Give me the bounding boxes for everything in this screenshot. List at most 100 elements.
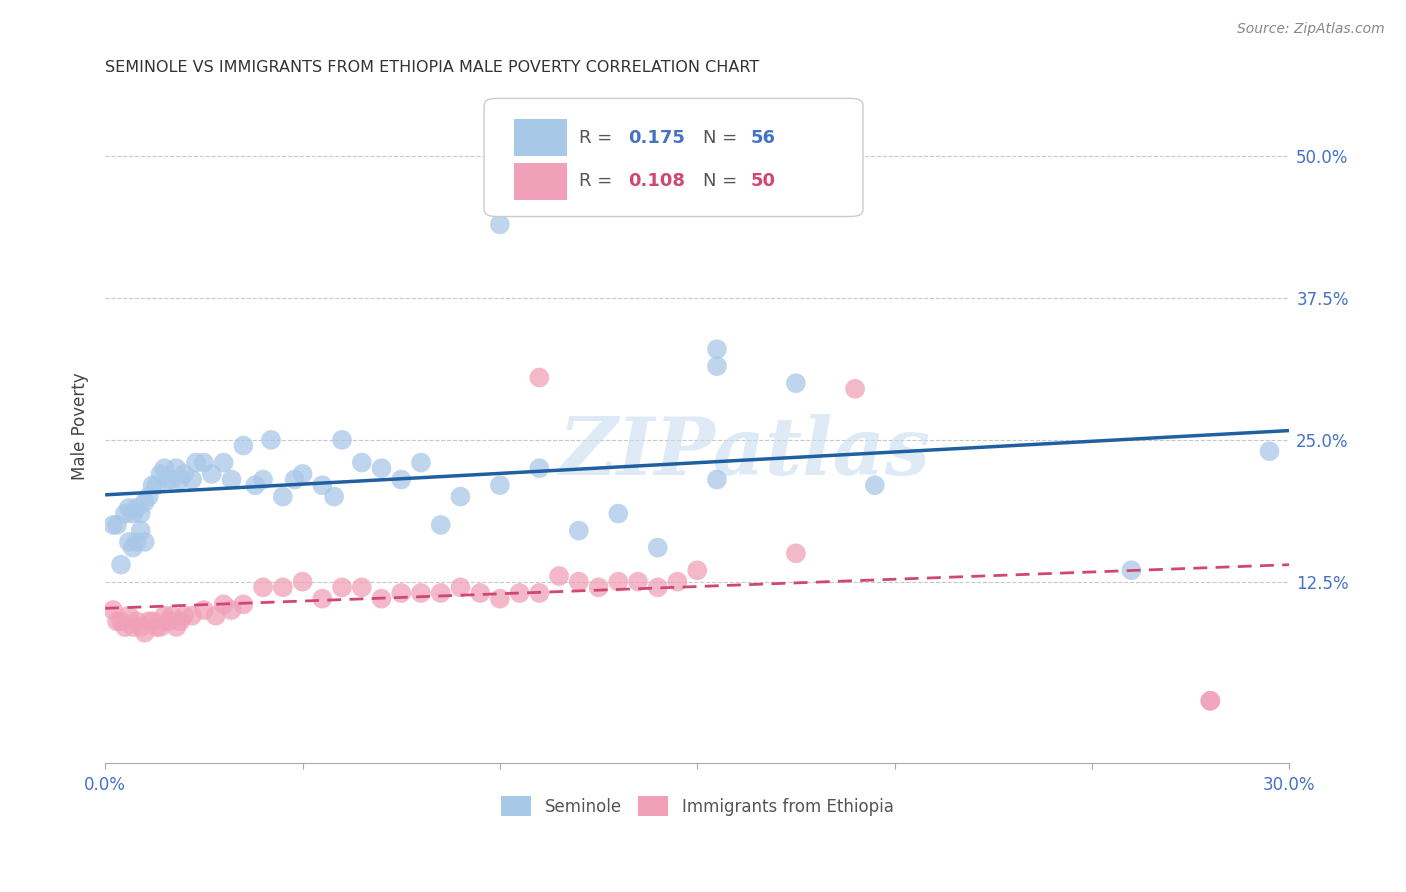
Point: [153, 608, 176, 623]
Text: 50: 50: [751, 172, 776, 190]
Point: [844, 382, 866, 396]
Point: [389, 473, 412, 487]
Point: [647, 580, 669, 594]
Point: [706, 359, 728, 373]
Point: [118, 535, 141, 549]
Point: [330, 433, 353, 447]
Point: [1199, 694, 1222, 708]
Text: R =: R =: [579, 172, 617, 190]
Point: [509, 586, 531, 600]
Point: [232, 598, 254, 612]
Point: [785, 376, 807, 391]
FancyBboxPatch shape: [484, 98, 863, 217]
Point: [121, 620, 143, 634]
Point: [529, 461, 551, 475]
Point: [489, 591, 512, 606]
Point: [173, 608, 195, 623]
Point: [125, 535, 148, 549]
Point: [647, 541, 669, 555]
Point: [181, 608, 204, 623]
Point: [118, 500, 141, 515]
Point: [449, 580, 471, 594]
Point: [489, 478, 512, 492]
Point: [165, 461, 187, 475]
Point: [169, 615, 191, 629]
Point: [173, 467, 195, 481]
Point: [165, 620, 187, 634]
Text: 0.175: 0.175: [628, 128, 686, 146]
Point: [863, 478, 886, 492]
Point: [245, 478, 267, 492]
Point: [162, 473, 184, 487]
Point: [1199, 694, 1222, 708]
Point: [323, 490, 346, 504]
Point: [291, 467, 314, 481]
Point: [204, 608, 226, 623]
Point: [370, 591, 392, 606]
Point: [121, 541, 143, 555]
Point: [105, 518, 128, 533]
Point: [221, 603, 243, 617]
Point: [129, 524, 152, 538]
Point: [201, 467, 224, 481]
Point: [389, 586, 412, 600]
Text: Source: ZipAtlas.com: Source: ZipAtlas.com: [1237, 22, 1385, 37]
Point: [429, 518, 451, 533]
Point: [101, 603, 124, 617]
Point: [129, 507, 152, 521]
Point: [169, 473, 191, 487]
Point: [489, 218, 512, 232]
Point: [193, 603, 215, 617]
Point: [110, 558, 132, 572]
Point: [142, 478, 165, 492]
Point: [1121, 563, 1143, 577]
Text: N =: N =: [703, 128, 744, 146]
Point: [125, 615, 148, 629]
Point: [212, 598, 235, 612]
Point: [350, 456, 373, 470]
Point: [129, 620, 152, 634]
Point: [142, 615, 165, 629]
Point: [125, 500, 148, 515]
Point: [212, 456, 235, 470]
Point: [1258, 444, 1281, 458]
Point: [114, 620, 136, 634]
Point: [252, 473, 274, 487]
Point: [232, 438, 254, 452]
Point: [138, 615, 160, 629]
Point: [157, 473, 180, 487]
Point: [284, 473, 307, 487]
Point: [252, 580, 274, 594]
Point: [627, 574, 650, 589]
Legend: Seminole, Immigrants from Ethiopia: Seminole, Immigrants from Ethiopia: [495, 789, 900, 822]
Point: [271, 490, 294, 504]
Point: [134, 535, 156, 549]
Point: [429, 586, 451, 600]
Point: [145, 478, 167, 492]
Point: [184, 456, 207, 470]
Point: [370, 461, 392, 475]
Point: [149, 620, 172, 634]
Point: [101, 518, 124, 533]
Point: [114, 507, 136, 521]
Point: [785, 546, 807, 560]
Point: [121, 507, 143, 521]
Point: [149, 467, 172, 481]
Text: 56: 56: [751, 128, 776, 146]
Point: [686, 563, 709, 577]
Point: [311, 478, 333, 492]
Point: [138, 490, 160, 504]
Point: [153, 461, 176, 475]
Point: [706, 473, 728, 487]
Point: [311, 591, 333, 606]
Bar: [513, 119, 567, 156]
Text: SEMINOLE VS IMMIGRANTS FROM ETHIOPIA MALE POVERTY CORRELATION CHART: SEMINOLE VS IMMIGRANTS FROM ETHIOPIA MAL…: [105, 60, 759, 75]
Point: [157, 615, 180, 629]
Text: N =: N =: [703, 172, 744, 190]
Point: [409, 456, 432, 470]
Point: [607, 507, 630, 521]
Text: R =: R =: [579, 128, 617, 146]
Point: [409, 586, 432, 600]
Point: [118, 608, 141, 623]
Point: [181, 473, 204, 487]
